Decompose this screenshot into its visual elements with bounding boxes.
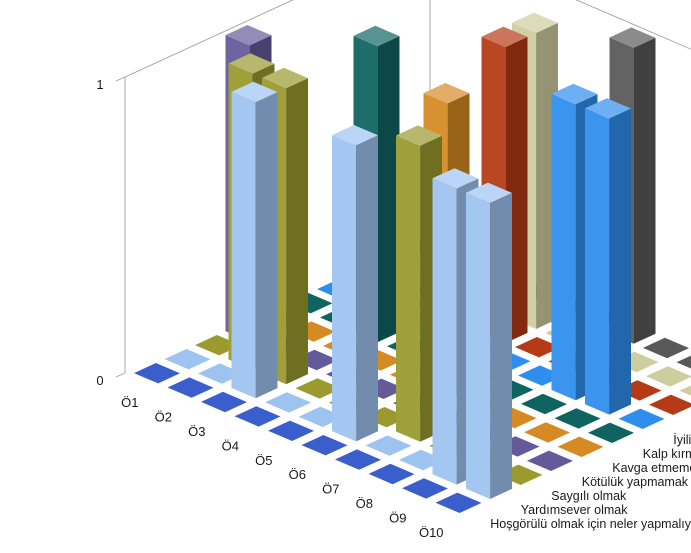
bar-front-face	[332, 135, 357, 442]
bar-front-face	[551, 93, 576, 401]
category-label: Ö10	[419, 525, 444, 540]
bar-side-face	[255, 92, 278, 399]
floor-tile	[234, 406, 281, 427]
bar	[466, 182, 512, 499]
series-label: Saygılı olmak	[551, 489, 627, 503]
category-label: Ö2	[155, 410, 172, 425]
floor-tile	[368, 463, 415, 485]
floor-tile	[167, 377, 214, 398]
category-label: Ö4	[222, 438, 239, 453]
floor-tile	[515, 337, 561, 358]
floor-tile	[524, 422, 570, 443]
floor-tile	[402, 478, 448, 499]
floor-tile	[201, 391, 247, 413]
bar-top-face	[481, 26, 528, 47]
category-axis: Ö1 Ö2 Ö3 Ö4 Ö5 Ö6 Ö7 Ö8 Ö9 Ö10	[121, 395, 443, 540]
floor-tile	[649, 394, 691, 415]
floor-tile	[557, 436, 604, 457]
series-label: Kötülük yapmamak	[582, 475, 689, 489]
z-tick-1	[115, 76, 126, 82]
floor-tile	[365, 435, 412, 456]
floor-tile	[295, 378, 342, 399]
category-label: Ö1	[121, 395, 138, 410]
category-label: Ö8	[356, 496, 373, 511]
floor-tile	[164, 349, 211, 370]
floor-tile	[643, 337, 689, 359]
floor-tile	[554, 408, 601, 429]
bar-top-face	[466, 182, 512, 203]
bar-top-face	[609, 27, 656, 48]
bar	[585, 98, 631, 415]
bar-side-face	[377, 36, 400, 343]
bar-side-face	[286, 78, 308, 385]
floor-tile	[588, 422, 634, 443]
bar-front-face	[432, 178, 457, 485]
bar-top-face	[225, 25, 272, 46]
bar-top-face	[231, 81, 278, 103]
bar	[332, 125, 378, 442]
bar-side-face	[356, 135, 378, 442]
bar-top-face	[585, 98, 631, 119]
z-tick-label: 1	[96, 77, 103, 92]
z-axis: 01	[96, 76, 126, 388]
floor-tile	[435, 492, 482, 513]
bar-side-face	[490, 192, 512, 499]
series-label: Yardımsever olmak	[521, 503, 628, 517]
floor-tile	[134, 363, 180, 384]
floor-tile	[521, 393, 567, 415]
category-label: Ö6	[289, 467, 306, 482]
side-wall-top-edge	[575, 0, 691, 50]
z-tick-0	[115, 372, 126, 378]
series-axis: Hoşgörülü olmak için neler yapmalıyızYar…	[490, 433, 691, 531]
chart-bars	[225, 12, 656, 499]
bar-side-face	[633, 37, 656, 344]
floor-tile	[301, 435, 348, 456]
series-label: Hoşgörülü olmak için neler yapmalıyız	[490, 517, 691, 531]
bar-front-face	[585, 108, 610, 415]
bar	[231, 81, 278, 399]
bar-top-face	[423, 83, 470, 104]
back-wall-top-edge	[124, 0, 294, 78]
floor-tile	[676, 355, 691, 369]
floor-tile	[679, 385, 691, 396]
floor-tile	[646, 366, 691, 387]
bar-front-face	[231, 91, 256, 399]
bar-top-face	[262, 67, 308, 89]
series-label: Kavga etmemeliyiz	[612, 461, 691, 475]
bar-top-face	[353, 25, 400, 47]
bar-top-face	[228, 53, 275, 74]
bar-side-face	[609, 108, 631, 415]
floor-tile	[527, 450, 573, 471]
category-label: Ö9	[389, 510, 406, 525]
bar-top-face	[432, 168, 479, 189]
category-label: Ö5	[255, 453, 272, 468]
bar-front-face	[396, 135, 421, 442]
bar-top-face	[512, 12, 558, 33]
floor-tile	[265, 392, 311, 413]
bar-top-face	[396, 125, 442, 146]
category-label: Ö3	[188, 424, 205, 439]
category-label: Ö7	[322, 482, 339, 497]
floor-tile	[335, 449, 381, 470]
bar-top-face	[332, 125, 378, 146]
series-label: İyilik yapmalıyım	[673, 433, 691, 447]
z-tick-label: 0	[96, 373, 103, 388]
series-label: Kalp kırmamak	[643, 447, 691, 461]
floor-tile	[618, 408, 665, 429]
bar-front-face	[466, 192, 491, 499]
bar-top-face	[551, 83, 598, 105]
floor-tile	[268, 420, 314, 441]
